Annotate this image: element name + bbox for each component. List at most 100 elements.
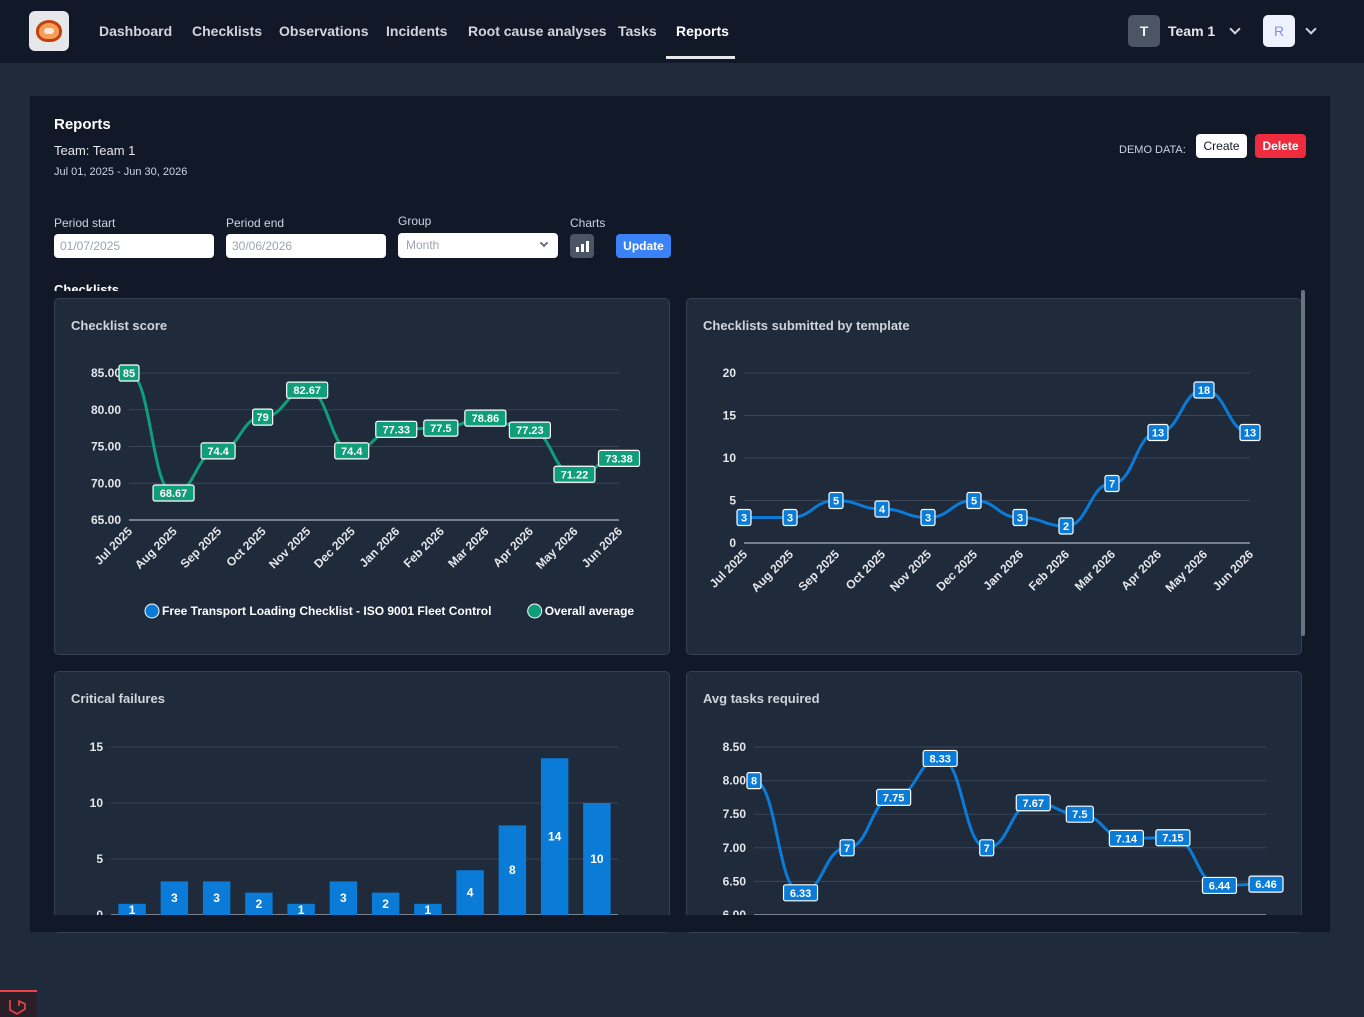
y-tick-label: 20 — [723, 366, 737, 380]
nav-checklists[interactable]: Checklists — [192, 23, 263, 39]
period-start-label: Period start — [54, 216, 116, 230]
bar-value-label: 1 — [298, 903, 305, 917]
data-label: 3 — [925, 513, 931, 525]
data-label-box — [1248, 875, 1284, 893]
data-label-box — [782, 884, 819, 902]
bar-chart-toggle-icon[interactable] — [570, 234, 594, 258]
avg-tasks-required-chart: 8.508.007.507.006.506.0086.3377.758.3377… — [723, 740, 1284, 922]
x-tick-label: Oct 2025 — [223, 524, 269, 570]
nav-root-cause-analyses[interactable]: Root cause analyses — [468, 23, 607, 39]
x-tick-label: Apr 2026 — [490, 524, 536, 570]
data-label: 7.67 — [1023, 798, 1044, 810]
chart-card-checklist-score: Checklist score 85.00 80.00 75.00 70.00 65.0… — [54, 298, 670, 655]
period-start-input[interactable]: 01/07/2025 — [54, 234, 214, 258]
bar — [245, 892, 273, 915]
period-end-input[interactable]: 30/06/2026 — [226, 234, 386, 258]
group-label: Group — [398, 214, 432, 228]
y-tick-label: 15 — [723, 409, 737, 423]
legend-swatch — [527, 603, 543, 619]
nav-dashboard[interactable]: Dashboard — [99, 23, 173, 39]
bar — [456, 870, 484, 915]
bar — [202, 881, 231, 915]
data-label-box — [508, 421, 552, 439]
update-button[interactable]: Update — [616, 234, 671, 258]
y-tick-label: 0 — [729, 536, 736, 550]
y-tick-label: 7.50 — [723, 807, 747, 821]
data-label-box — [828, 491, 844, 510]
team-chevron-down-icon[interactable] — [1229, 23, 1241, 35]
data-label-box — [979, 839, 995, 857]
data-label: 6.44 — [1209, 880, 1231, 892]
data-label-box — [118, 364, 140, 382]
y-tick-label: 80.00 — [91, 403, 121, 417]
select-chevron-down-icon — [539, 238, 549, 248]
x-tick-label: Nov 2025 — [887, 547, 934, 594]
data-label: 71.22 — [561, 469, 589, 481]
x-tick-label: Mar 2026 — [1072, 547, 1118, 593]
y-tick-label: 6.50 — [723, 874, 747, 888]
series-line — [753, 756, 1267, 895]
data-label: 5 — [971, 496, 977, 508]
nav-incidents[interactable]: Incidents — [386, 23, 448, 39]
x-tick-label: Jul 2025 — [707, 547, 751, 591]
user-avatar[interactable]: R — [1263, 15, 1295, 47]
data-label: 5 — [833, 496, 839, 508]
scrollbar[interactable] — [1301, 290, 1305, 636]
group-select-value: Month — [406, 238, 440, 252]
bar-value-label: 3 — [171, 891, 178, 905]
data-label: 3 — [787, 513, 793, 525]
data-label-box — [1155, 829, 1191, 847]
section-title: Checklists — [54, 282, 120, 291]
legend-entry: Free Transport Loading Checklist - ISO 9… — [162, 604, 491, 618]
chart-card-critical-failures: Critical failures 15105013321321481410 — [54, 671, 670, 933]
bar-value-label: 4 — [467, 886, 474, 900]
data-label: 74.4 — [341, 446, 363, 458]
active-tab-indicator — [666, 56, 735, 59]
group-select[interactable]: Month — [398, 233, 558, 258]
team-avatar[interactable]: T — [1128, 15, 1160, 47]
y-tick-label: 5 — [96, 852, 103, 866]
x-tick-label: Aug 2025 — [748, 547, 796, 595]
x-tick-label: Jan 2026 — [980, 547, 1026, 593]
delete-demo-button[interactable]: Delete — [1255, 134, 1306, 158]
bar — [371, 892, 400, 915]
x-tick-label: Jul 2025 — [92, 524, 136, 568]
data-label-box — [286, 381, 329, 399]
data-label-box — [1147, 423, 1169, 442]
laravel-icon — [9, 999, 26, 1015]
data-label: 77.33 — [383, 424, 411, 436]
data-label-box — [1065, 805, 1094, 823]
x-tick-label: Sep 2025 — [178, 524, 225, 571]
nav-observations[interactable]: Observations — [279, 23, 369, 39]
data-label: 13 — [1244, 428, 1256, 440]
create-demo-button[interactable]: Create — [1196, 134, 1247, 158]
nav-tasks[interactable]: Tasks — [618, 23, 657, 39]
period-end-label: Period end — [226, 216, 285, 230]
x-tick-label: Apr 2026 — [1118, 547, 1164, 593]
team-switcher[interactable]: Team 1 — [1168, 23, 1216, 39]
nav-reports[interactable]: Reports — [676, 23, 729, 39]
y-tick-label: 85.00 — [91, 366, 121, 380]
app-logo[interactable] — [29, 11, 69, 51]
user-chevron-down-icon[interactable] — [1305, 23, 1317, 35]
data-label-box — [464, 409, 507, 427]
data-label-box — [922, 749, 958, 768]
x-tick-label: Dec 2025 — [311, 524, 358, 571]
data-label-box — [1058, 517, 1074, 535]
bar — [583, 803, 611, 915]
bar — [118, 903, 146, 915]
data-label: 7.5 — [1072, 809, 1087, 821]
bar-value-label: 3 — [340, 891, 347, 905]
data-label: 7.15 — [1162, 833, 1183, 845]
bar — [160, 881, 189, 915]
y-tick-label: 75.00 — [91, 440, 121, 454]
bar-value-label: 1 — [129, 903, 136, 917]
data-label: 7 — [1109, 479, 1115, 491]
data-label-box — [876, 788, 912, 807]
debug-bar-toggle[interactable] — [0, 990, 37, 1017]
data-label-box — [839, 839, 855, 857]
data-label-box — [736, 508, 752, 527]
data-label-box — [375, 420, 418, 438]
